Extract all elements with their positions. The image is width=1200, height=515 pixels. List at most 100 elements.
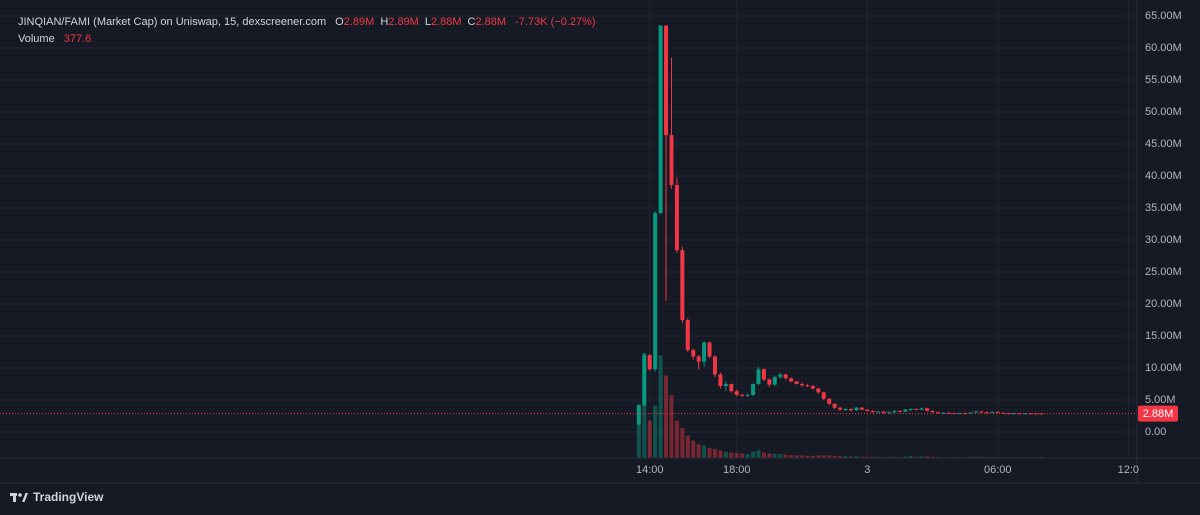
candle-body	[838, 407, 843, 410]
volume-bar	[707, 448, 712, 458]
candle-body	[723, 384, 728, 386]
volume-bar	[799, 455, 804, 458]
candle-body	[957, 413, 962, 415]
volume-bar	[658, 355, 663, 458]
legend-key: C	[467, 16, 476, 28]
y-tick-label: 35.00M	[1145, 202, 1182, 214]
volume-bar	[892, 456, 897, 458]
volume-bar	[647, 420, 652, 458]
legend-value: 2.89M	[388, 16, 419, 28]
y-tick-label: 0.00	[1145, 426, 1166, 438]
last-price-box	[1138, 405, 1178, 422]
volume-bar	[680, 428, 685, 458]
candle-body	[935, 412, 940, 414]
volume-bar	[870, 456, 875, 458]
candle-body	[642, 355, 647, 406]
candle-body	[870, 410, 875, 413]
legend-value: 2.88M	[430, 16, 462, 28]
volume-bar	[919, 456, 924, 458]
candle-body	[984, 412, 989, 414]
volume-bar	[794, 455, 799, 458]
candle-body	[832, 403, 837, 408]
candle-body	[745, 394, 750, 396]
volume-bar	[789, 455, 794, 458]
x-tick-label: 14:00	[636, 464, 664, 476]
candle-body	[843, 408, 848, 410]
candle-body	[734, 391, 739, 395]
candle-body	[821, 392, 826, 399]
candle-body	[805, 385, 810, 387]
legend-value: 2.89M	[343, 16, 375, 28]
candle-body	[810, 385, 815, 389]
volume-bar	[702, 445, 707, 458]
candle-body	[1001, 412, 1006, 414]
y-tick-label: 55.00M	[1145, 74, 1182, 86]
volume-bar	[636, 423, 641, 458]
candle-body	[707, 342, 712, 357]
volume-bar	[903, 456, 908, 458]
y-tick-label: 30.00M	[1145, 234, 1182, 246]
volume-bar	[653, 405, 658, 458]
y-tick-label: 50.00M	[1145, 106, 1182, 118]
candle-body	[887, 412, 892, 414]
candle-body	[908, 408, 913, 410]
volume-bar	[778, 454, 783, 458]
volume-bar	[832, 455, 837, 458]
legend-key: O	[335, 16, 344, 28]
legend-row: JINQIAN/FAMI (Market Cap) on Uniswap, 15…	[18, 14, 596, 31]
volume-bar	[761, 452, 766, 458]
branding: TradingView	[10, 490, 103, 504]
volume-bar	[734, 453, 739, 458]
candle-body	[767, 379, 772, 385]
candle-body	[919, 408, 924, 410]
y-tick-label: 60.00M	[1145, 42, 1182, 54]
volume-bar	[669, 395, 674, 458]
volume-bar	[810, 455, 815, 458]
y-tick-label: 65.00M	[1145, 10, 1182, 22]
candle-body	[636, 405, 641, 425]
legend: JINQIAN/FAMI (Market Cap) on Uniswap, 15…	[18, 14, 596, 48]
candle-body	[696, 356, 701, 362]
x-tick-label: 3	[864, 464, 870, 476]
candle-body	[789, 378, 794, 382]
y-tick-label: 20.00M	[1145, 298, 1182, 310]
candle-body	[925, 408, 930, 411]
volume-bar	[756, 450, 761, 458]
candle-body	[778, 374, 783, 377]
candle-body	[827, 398, 832, 404]
volume-bar	[908, 456, 913, 458]
candle-body	[1017, 413, 1022, 415]
candle-body	[881, 411, 886, 413]
candle-body	[718, 374, 723, 386]
y-tick-label: 45.00M	[1145, 138, 1182, 150]
candle-body	[761, 369, 766, 380]
candle-body	[854, 407, 859, 411]
candle-body	[1028, 413, 1033, 415]
candle-body	[674, 184, 679, 251]
volume-label: Volume	[18, 33, 55, 45]
candle-body	[903, 409, 908, 412]
volume-bar	[925, 456, 930, 458]
volume-bar	[914, 456, 919, 458]
candle-body	[772, 376, 777, 385]
volume-bar	[751, 451, 756, 458]
legend-value: 2.88M	[475, 16, 507, 28]
candle-body	[680, 250, 685, 321]
legend-key: L	[424, 16, 431, 28]
volume-bar	[843, 456, 848, 458]
y-tick-label: 5.00M	[1145, 394, 1176, 406]
candle-body	[751, 384, 756, 395]
x-tick-label: 12:0	[1118, 464, 1139, 476]
candle-body	[990, 411, 995, 413]
volume-bar	[838, 456, 843, 458]
volume-bar	[821, 455, 826, 458]
candle-body	[685, 320, 690, 351]
candle-body	[914, 408, 919, 410]
candle-body	[712, 356, 717, 375]
volume-bar	[685, 435, 690, 458]
volume-bar	[767, 453, 772, 458]
change: -7.73K (−0.27%)	[515, 16, 596, 28]
candle-body	[892, 410, 897, 413]
y-tick-label: 40.00M	[1145, 170, 1182, 182]
